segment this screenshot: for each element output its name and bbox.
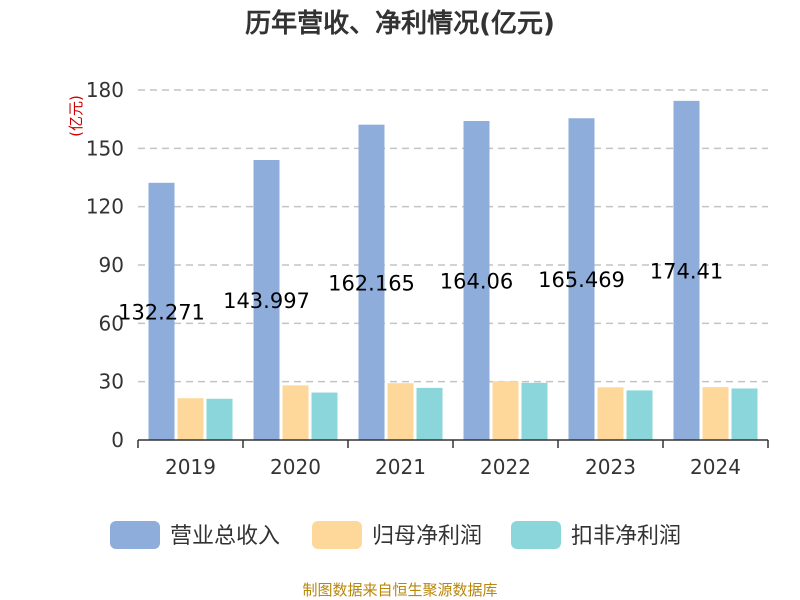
bar-2-2024[interactable] xyxy=(702,387,729,440)
legend[interactable]: 营业总收入 归母净利润 扣非净利润 xyxy=(110,521,681,549)
bar-1-2024[interactable] xyxy=(673,100,700,440)
bar-2-2020[interactable] xyxy=(282,385,309,440)
legend-swatch[interactable] xyxy=(511,521,561,549)
bar-3-2021[interactable] xyxy=(416,387,443,440)
x-tick-label: 2020 xyxy=(270,455,321,479)
legend-label[interactable]: 归母净利润 xyxy=(372,524,482,549)
x-axis-ticks: 2019 2020 2021 2022 2023 2024 xyxy=(165,455,741,479)
bar-1-2023[interactable] xyxy=(568,118,595,440)
data-label: 162.165 xyxy=(328,271,415,295)
data-label: 165.469 xyxy=(538,268,625,292)
y-tick-label: 120 xyxy=(86,195,124,219)
chart-title: 历年营收、净利情况(亿元) xyxy=(245,8,555,39)
legend-label[interactable]: 营业总收入 xyxy=(170,524,280,549)
x-tick-label: 2021 xyxy=(375,455,426,479)
bar-3-2022[interactable] xyxy=(521,382,548,440)
data-labels: 132.271 143.997 162.165 164.06 165.469 174.41 xyxy=(118,259,723,324)
y-tick-label: 30 xyxy=(99,370,124,394)
bar-2-2022[interactable] xyxy=(492,381,519,440)
data-label: 143.997 xyxy=(223,289,310,313)
data-label: 132.271 xyxy=(118,300,205,324)
x-tick-label: 2022 xyxy=(480,455,531,479)
legend-label[interactable]: 扣非净利润 xyxy=(571,524,681,549)
data-label: 174.41 xyxy=(650,259,723,283)
bar-2-2019[interactable] xyxy=(177,398,204,440)
bar-3-2024[interactable] xyxy=(731,388,758,440)
y-tick-label: 150 xyxy=(86,136,124,160)
source-note: 制图数据来自恒生聚源数据库 xyxy=(302,581,497,599)
y-tick-label: 180 xyxy=(86,78,124,102)
y-axis-ticks: 0 30 60 90 120 150 180 xyxy=(86,78,124,452)
y-tick-label: 0 xyxy=(111,428,124,452)
bar-2-2023[interactable] xyxy=(597,387,624,440)
bar-3-2019[interactable] xyxy=(206,398,233,440)
y-tick-label: 90 xyxy=(99,253,124,277)
bars xyxy=(148,100,758,440)
x-tick-label: 2023 xyxy=(585,455,636,479)
gridlines xyxy=(138,89,768,383)
bar-2-2021[interactable] xyxy=(387,383,414,440)
x-axis xyxy=(137,439,769,448)
bar-1-2019[interactable] xyxy=(148,182,175,440)
bar-3-2020[interactable] xyxy=(311,392,338,440)
y-axis-unit-label: (亿元) xyxy=(67,95,85,137)
bar-1-2020[interactable] xyxy=(253,160,280,440)
data-label: 164.06 xyxy=(440,269,513,293)
y-tick-label: 60 xyxy=(99,311,124,335)
x-tick-label: 2019 xyxy=(165,455,216,479)
bar-1-2021[interactable] xyxy=(358,124,385,440)
bar-3-2023[interactable] xyxy=(626,390,653,440)
legend-swatch[interactable] xyxy=(110,521,160,549)
x-tick-label: 2024 xyxy=(690,455,741,479)
legend-swatch[interactable] xyxy=(312,521,362,549)
bar-1-2022[interactable] xyxy=(463,120,490,440)
